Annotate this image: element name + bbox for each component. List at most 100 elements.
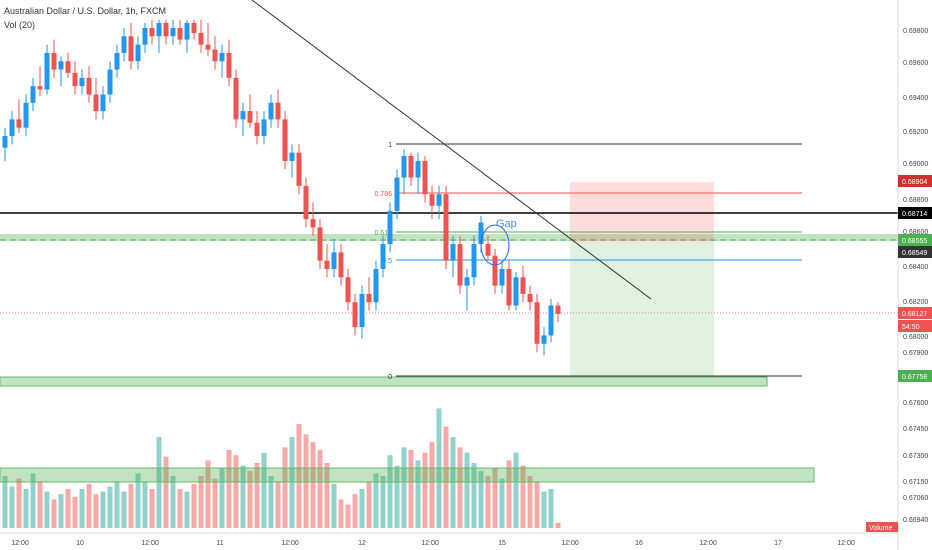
volume-bar	[128, 483, 134, 528]
price-badge-label: 0.67758	[902, 374, 927, 381]
candle-body	[282, 119, 288, 161]
price-badge	[898, 207, 932, 219]
time-tick-label: 12:00	[11, 540, 29, 547]
candle-body	[184, 23, 190, 40]
candle-body	[226, 52, 232, 78]
candle-body	[548, 305, 554, 336]
volume-indicator-label[interactable]: Vol (20)	[4, 20, 36, 30]
candle-body	[156, 23, 162, 37]
candle-body	[366, 293, 372, 303]
time-tick-label: 12:00	[561, 540, 579, 547]
candle-body	[254, 122, 260, 137]
candle-body	[261, 119, 267, 137]
candle-body	[79, 77, 85, 87]
candle-body	[443, 194, 449, 261]
candle-body	[128, 36, 134, 62]
price-badge-label: 0.68549	[902, 250, 927, 257]
position-box[interactable]	[570, 182, 714, 376]
volume-bar	[9, 486, 15, 528]
support-zones	[0, 234, 932, 483]
volume-bar	[205, 460, 211, 528]
volume-bar	[506, 460, 512, 528]
price-tick-label: 0.68200	[903, 299, 928, 306]
candle-body	[324, 260, 330, 269]
volume-badge-label: Volume	[869, 525, 892, 532]
candle-body	[268, 102, 274, 120]
candle-body	[142, 28, 148, 45]
volume-bar	[548, 489, 554, 528]
candle-body	[37, 86, 43, 90]
fibonacci-retracement[interactable]: 1 0.786 0.618 0.5 0	[374, 142, 802, 381]
volume-zone	[0, 467, 815, 483]
volume-bar	[177, 489, 183, 528]
volume-bar	[422, 452, 428, 528]
price-tick-label: 0.69400	[903, 95, 928, 102]
volume-bar	[93, 494, 99, 528]
volume-bar	[219, 468, 225, 528]
annotations[interactable]: Gap	[251, 0, 652, 300]
volume-bar	[527, 476, 533, 528]
price-tick-label: 0.67450	[903, 426, 928, 433]
candle-body	[415, 160, 421, 178]
volume-bar	[310, 442, 316, 528]
time-axis[interactable]: 12:00 10 12:00 11 12:00 12 12:00 15 12:00 16 12:00…	[0, 532, 898, 547]
time-tick-label: 15	[498, 540, 506, 547]
volume-bar	[23, 489, 29, 528]
candle-body	[86, 77, 92, 95]
volume-bar	[492, 468, 498, 528]
candle-body	[338, 252, 344, 278]
fib-level-1-label: 1	[388, 142, 392, 149]
time-tick-label: 12:00	[421, 540, 439, 547]
volume-bar	[485, 476, 491, 528]
volume-bar	[401, 447, 407, 528]
candle-body	[310, 219, 316, 228]
price-badge	[898, 370, 932, 382]
volume-bar	[366, 481, 372, 528]
candle-body	[247, 111, 253, 123]
candle-body	[233, 77, 239, 120]
fib-level-0.618-label: 0.618	[374, 230, 392, 237]
volume-bar	[471, 463, 477, 528]
candle-body	[51, 52, 57, 70]
volume-bar	[37, 481, 43, 528]
candle-body	[303, 185, 309, 220]
price-badge	[898, 234, 932, 246]
candle-body	[149, 28, 155, 37]
volume-bar	[359, 489, 365, 528]
volume-bar	[317, 450, 323, 528]
price-badge-label: 0.68714	[902, 211, 927, 218]
time-tick-label: 12:00	[699, 540, 717, 547]
candle-body	[387, 210, 393, 245]
candle-body	[65, 61, 71, 73]
price-tick-label: 0.67150	[903, 479, 928, 486]
time-tick-label: 10	[76, 540, 84, 547]
price-badge	[898, 307, 932, 319]
candle-body	[219, 52, 225, 62]
volume-bar	[415, 460, 421, 528]
candle-body	[471, 244, 477, 278]
candle-body	[513, 277, 519, 306]
candle-body	[352, 302, 358, 328]
volume-bar	[2, 476, 8, 528]
price-tick-label: 0.67300	[903, 453, 928, 460]
candle-body	[205, 44, 211, 50]
price-tick-label: 0.69600	[903, 60, 928, 67]
fib-level-0.5-label: 0.5	[382, 258, 392, 265]
candle-body	[114, 52, 120, 70]
price-tick-label: 0.68600	[903, 229, 928, 236]
volume-bar	[394, 465, 400, 528]
candle-body	[107, 69, 113, 95]
price-axis[interactable]: 0.69800 0.69600 0.69400 0.69200 0.69000 0.688…	[866, 0, 932, 550]
volume-bar	[163, 456, 169, 528]
volume-bar	[478, 470, 484, 528]
candle-body	[478, 222, 484, 245]
price-badge-label: 0.68555	[902, 238, 927, 245]
candle-body	[359, 293, 365, 328]
volume-bar	[72, 496, 78, 528]
volume-bar	[282, 447, 288, 528]
volume-bar	[114, 481, 120, 528]
volume-bar	[443, 426, 449, 528]
volume-bar	[275, 481, 281, 528]
symbol-title[interactable]: Australian Dollar / U.S. Dollar, 1h, FXC…	[4, 6, 167, 16]
